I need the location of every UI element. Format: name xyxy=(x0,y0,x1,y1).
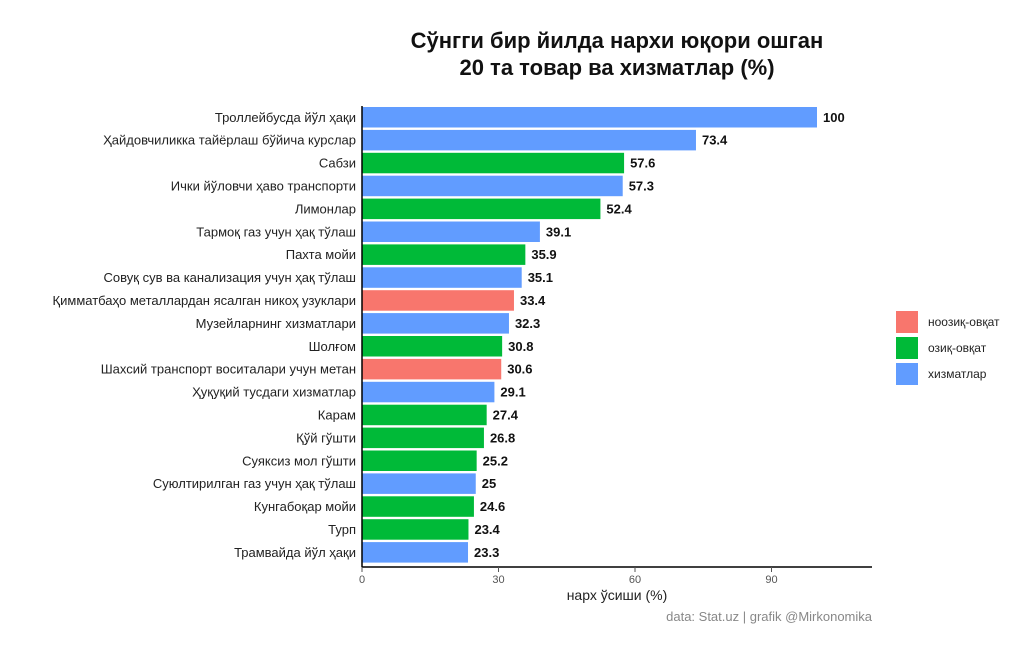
value-label: 57.6 xyxy=(630,156,655,171)
category-label: Совуқ сув ва канализация учун ҳақ тўлаш xyxy=(104,270,356,285)
category-label: Ички йўловчи ҳаво транспорти xyxy=(171,178,356,193)
category-label: Пахта мойи xyxy=(286,247,356,262)
bar xyxy=(362,542,469,563)
bar xyxy=(362,107,817,128)
value-label: 57.3 xyxy=(629,178,654,193)
category-label: Карам xyxy=(318,407,356,422)
bar xyxy=(362,198,601,220)
legend-swatch xyxy=(896,311,918,333)
category-label: Лимонлар xyxy=(295,201,356,216)
bar xyxy=(362,267,522,288)
value-label: 39.1 xyxy=(546,224,571,239)
value-label: 35.1 xyxy=(528,270,553,285)
bar xyxy=(362,290,514,311)
category-label: Шахсий транспорт воситалари учун метан xyxy=(101,362,356,377)
x-axis-ticks: 0 30 60 90 xyxy=(359,567,778,586)
value-label: 30.8 xyxy=(508,339,533,354)
category-label: Трамвайда йўл ҳақи xyxy=(234,545,356,560)
category-label: Ҳуқуқий тусдаги хизматлар xyxy=(192,385,356,400)
value-label: 100 xyxy=(823,110,845,125)
value-label: 32.3 xyxy=(515,316,540,331)
caption: data: Stat.uz | grafik @Mirkonomika xyxy=(666,609,873,624)
category-label: Шолғом xyxy=(309,339,356,354)
category-label: Суюлтирилган газ учун ҳақ тўлаш xyxy=(153,476,356,491)
value-label: 30.6 xyxy=(507,362,532,377)
legend-swatch xyxy=(896,337,918,359)
legend-label: ноозиқ-овқат xyxy=(928,315,1000,329)
bar xyxy=(362,129,696,151)
bar xyxy=(362,152,625,174)
bar xyxy=(362,450,477,471)
category-label: Турп xyxy=(328,522,356,537)
value-labels: 100 73.4 57.6 57.3 52.4 39.1 35.9 35.1 33.4 32.3 3… xyxy=(474,110,845,560)
legend: ноозиқ-овқат озиқ-овқат хизматлар xyxy=(896,311,1000,385)
value-label: 26.8 xyxy=(490,430,515,445)
value-label: 29.1 xyxy=(500,385,525,400)
legend-swatch xyxy=(896,363,918,385)
bar xyxy=(362,313,509,334)
value-label: 25 xyxy=(482,476,496,491)
category-label: Сабзи xyxy=(319,156,356,171)
value-label: 23.3 xyxy=(474,545,499,560)
value-label: 73.4 xyxy=(702,133,728,148)
value-label: 27.4 xyxy=(493,407,519,422)
category-label: Кунгабоқар мойи xyxy=(254,499,356,514)
category-label: Ҳайдовчиликка тайёрлаш бўйича курслар xyxy=(103,133,356,148)
value-label: 23.4 xyxy=(474,522,500,537)
bar xyxy=(362,496,474,517)
value-label: 24.6 xyxy=(480,499,505,514)
chart-title-line-2: 20 та товар ва хизматлар (%) xyxy=(459,55,774,80)
x-tick-label: 90 xyxy=(765,574,777,586)
x-tick-label: 60 xyxy=(629,574,641,586)
category-label: Қимматбаҳо металлардан ясалган никоҳ узу… xyxy=(53,293,356,308)
x-axis-title: нарх ўсиши (%) xyxy=(567,587,668,603)
bar xyxy=(362,358,502,380)
value-label: 52.4 xyxy=(606,201,632,216)
category-label: Музейларнинг хизматлари xyxy=(196,316,356,331)
bars xyxy=(362,107,817,563)
bar xyxy=(362,404,487,426)
legend-label: озиқ-овқат xyxy=(928,341,987,355)
bar xyxy=(362,473,476,494)
value-label: 33.4 xyxy=(520,293,546,308)
x-tick-label: 0 xyxy=(359,574,365,586)
bar xyxy=(362,244,526,265)
x-tick-label: 30 xyxy=(492,574,504,586)
category-label: Қўй гўшти xyxy=(296,430,356,445)
bar xyxy=(362,221,540,242)
bar xyxy=(362,381,495,403)
category-label: Троллейбусда йўл ҳақи xyxy=(215,110,356,125)
legend-label: хизматлар xyxy=(928,367,987,381)
bar xyxy=(362,336,503,357)
category-labels: Троллейбусда йўл ҳақи Ҳайдовчиликка тайёр… xyxy=(53,110,357,560)
value-label: 25.2 xyxy=(483,453,508,468)
bar xyxy=(362,175,623,197)
category-label: Тармоқ газ учун ҳақ тўлаш xyxy=(196,224,356,239)
chart-title-line-1: Сўнгги бир йилда нархи юқори ошган xyxy=(411,28,824,53)
category-label: Суяксиз мол гўшти xyxy=(242,453,356,468)
value-label: 35.9 xyxy=(531,247,556,262)
bar xyxy=(362,519,469,540)
bar xyxy=(362,427,484,449)
